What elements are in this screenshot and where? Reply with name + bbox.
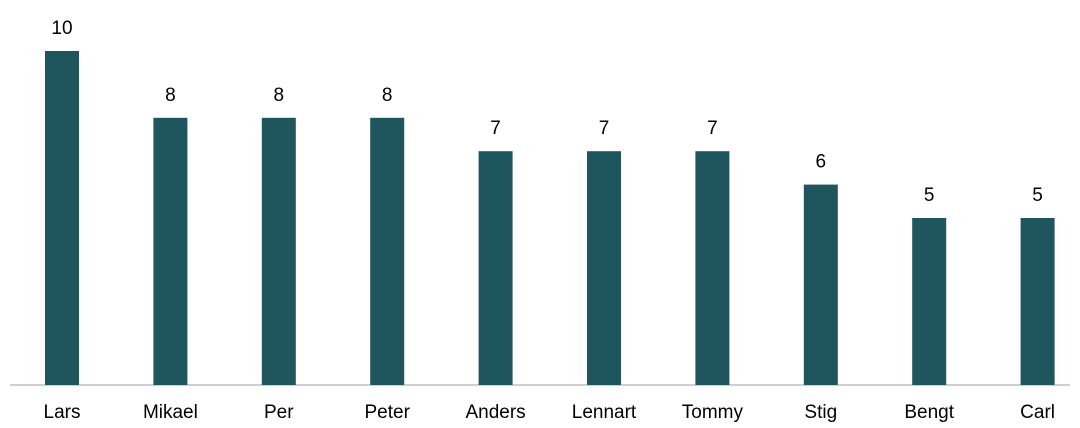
data-label: 5 [1032, 185, 1043, 206]
bar [695, 151, 730, 385]
data-label: 8 [382, 85, 393, 106]
x-tick-label: Bengt [904, 402, 954, 423]
x-tick-label: Per [264, 402, 294, 423]
data-label: 5 [924, 185, 935, 206]
x-tick-label: Lennart [572, 402, 637, 423]
data-label: 8 [274, 85, 285, 106]
data-label: 8 [165, 85, 176, 106]
bar [370, 117, 405, 386]
bar [912, 218, 947, 385]
bar [1020, 218, 1055, 385]
data-label: 7 [490, 118, 501, 139]
data-label: 10 [51, 18, 72, 39]
bar [587, 151, 621, 385]
x-tick-label: Lars [44, 402, 81, 423]
bar [261, 117, 296, 386]
x-tick-label: Carl [1020, 402, 1055, 423]
x-tick-label: Mikael [143, 402, 198, 423]
bar [45, 51, 79, 385]
data-label: 7 [707, 118, 718, 139]
x-tick-label: Stig [804, 402, 837, 423]
bar [803, 184, 838, 385]
x-tick-label: Tommy [682, 402, 744, 423]
data-label: 7 [599, 118, 610, 139]
x-tick-label: Peter [364, 402, 410, 423]
x-tick-label: Anders [465, 402, 525, 423]
bar [478, 151, 513, 385]
bar [153, 117, 188, 386]
data-label: 6 [816, 152, 827, 173]
